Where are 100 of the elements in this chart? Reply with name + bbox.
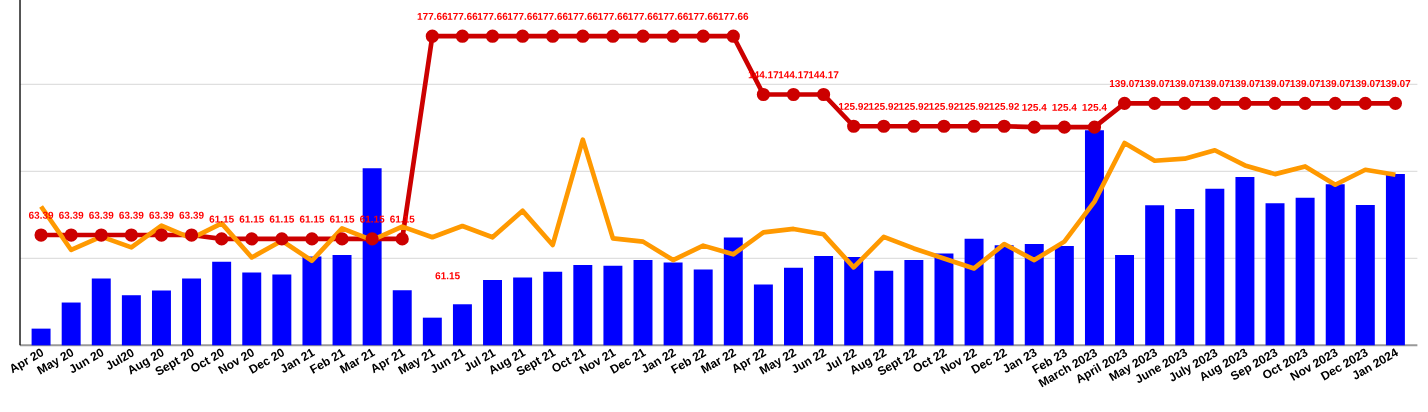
point bbox=[1328, 96, 1342, 110]
point bbox=[937, 119, 951, 133]
data-label: 144.17 bbox=[808, 71, 839, 79]
data-label: 125.92 bbox=[959, 102, 989, 110]
point bbox=[335, 232, 349, 246]
point bbox=[1178, 96, 1192, 110]
bar bbox=[1385, 174, 1405, 346]
data-label: 63.39 bbox=[59, 211, 84, 219]
bar bbox=[1054, 245, 1074, 346]
point bbox=[245, 232, 259, 246]
point bbox=[606, 29, 620, 43]
point bbox=[455, 29, 470, 43]
data-label: 63.39 bbox=[149, 211, 174, 219]
bar bbox=[603, 265, 623, 346]
annotation: 61.15 bbox=[435, 272, 460, 280]
bar bbox=[663, 262, 683, 346]
point bbox=[425, 29, 439, 43]
data-label: 139.07 bbox=[1170, 79, 1200, 88]
bar bbox=[784, 267, 803, 346]
point bbox=[365, 232, 379, 246]
point bbox=[1148, 96, 1162, 110]
data-label: 177.66 bbox=[628, 12, 658, 20]
point bbox=[305, 232, 319, 246]
data-label: 139.07 bbox=[1290, 79, 1320, 88]
bar bbox=[182, 278, 202, 346]
point bbox=[516, 29, 530, 43]
point bbox=[1027, 120, 1041, 134]
bar bbox=[1024, 244, 1044, 346]
bar bbox=[61, 302, 81, 346]
data-label: 139.07 bbox=[1139, 79, 1170, 88]
point bbox=[215, 232, 229, 246]
bar bbox=[332, 255, 352, 346]
point bbox=[576, 29, 590, 43]
bar bbox=[242, 272, 262, 346]
data-label: 125.92 bbox=[899, 102, 929, 110]
data-label: 139.07 bbox=[1230, 79, 1260, 88]
bar bbox=[1235, 177, 1255, 346]
point bbox=[756, 87, 770, 102]
data-label: 177.66 bbox=[507, 12, 538, 20]
point bbox=[997, 119, 1011, 133]
data-label: 139.07 bbox=[1380, 79, 1411, 88]
bar bbox=[693, 269, 713, 346]
point bbox=[1268, 96, 1282, 110]
bar bbox=[904, 260, 924, 346]
point bbox=[184, 228, 199, 242]
point bbox=[816, 87, 831, 102]
bar bbox=[212, 261, 232, 346]
data-label: 139.07 bbox=[1320, 79, 1351, 88]
data-label: 125.92 bbox=[989, 102, 1020, 110]
data-label: 61.15 bbox=[299, 215, 325, 223]
point bbox=[1358, 96, 1372, 110]
bar bbox=[633, 260, 653, 346]
bar bbox=[994, 245, 1014, 346]
point bbox=[94, 228, 108, 242]
bar bbox=[1355, 204, 1375, 346]
bar bbox=[964, 238, 984, 346]
data-label: 61.15 bbox=[239, 215, 264, 223]
bar bbox=[392, 290, 412, 346]
bar bbox=[753, 284, 773, 346]
point bbox=[1087, 120, 1102, 134]
data-label: 177.66 bbox=[658, 12, 689, 20]
bar bbox=[573, 265, 593, 346]
data-label: 139.07 bbox=[1350, 79, 1381, 88]
point bbox=[636, 29, 650, 43]
bar bbox=[543, 271, 563, 346]
data-label: 177.66 bbox=[447, 12, 478, 20]
point bbox=[726, 29, 740, 43]
data-label: 177.66 bbox=[417, 12, 448, 20]
bar bbox=[1145, 205, 1165, 346]
bar bbox=[452, 304, 472, 346]
data-label: 125.92 bbox=[839, 102, 869, 110]
point bbox=[1238, 96, 1252, 110]
bar bbox=[723, 237, 743, 346]
data-label: 177.66 bbox=[688, 12, 719, 20]
point bbox=[907, 119, 921, 133]
point bbox=[1117, 96, 1132, 110]
point bbox=[546, 29, 560, 43]
bar bbox=[1205, 188, 1225, 346]
data-label: 63.39 bbox=[119, 211, 144, 219]
bar bbox=[121, 295, 141, 346]
data-label: 125.92 bbox=[869, 102, 899, 110]
data-label: 139.07 bbox=[1260, 79, 1290, 88]
point bbox=[1208, 96, 1222, 110]
data-label: 63.39 bbox=[89, 211, 114, 219]
data-label: 139.07 bbox=[1109, 79, 1140, 88]
point bbox=[485, 29, 500, 43]
point bbox=[1057, 120, 1071, 134]
data-label: 144.17 bbox=[778, 71, 809, 79]
bar bbox=[814, 256, 834, 346]
point bbox=[34, 228, 48, 242]
bar bbox=[1325, 184, 1345, 346]
bar bbox=[31, 328, 51, 346]
data-label: 61.15 bbox=[269, 215, 295, 223]
bar bbox=[272, 274, 292, 346]
bar bbox=[1265, 203, 1285, 346]
bar bbox=[513, 277, 533, 346]
bar bbox=[1295, 197, 1315, 346]
bar bbox=[934, 253, 954, 346]
data-label: 177.66 bbox=[538, 12, 568, 20]
bar bbox=[874, 270, 894, 346]
